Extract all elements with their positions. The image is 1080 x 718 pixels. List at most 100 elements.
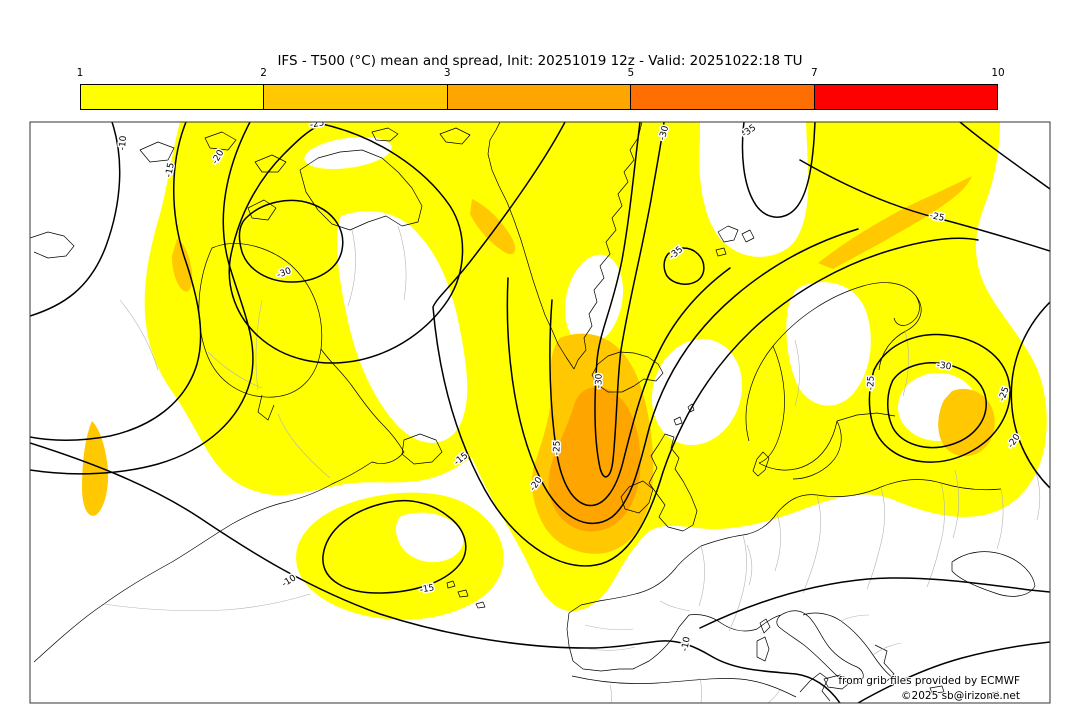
border-line xyxy=(659,600,691,612)
colorbar-tick: 1 xyxy=(76,67,84,79)
spread-region xyxy=(938,388,995,457)
coastline-labrador-us xyxy=(33,348,405,663)
contour-minus15-canada xyxy=(30,122,202,441)
spread-fill-level-3 xyxy=(548,386,641,532)
contour-label: -25 xyxy=(552,440,563,455)
contour-minus25-trough xyxy=(549,267,731,507)
colorbar-segment-5-to-7 xyxy=(631,85,815,109)
contour-label: -25 xyxy=(929,211,945,224)
border-line xyxy=(119,299,263,391)
coastline-greenland xyxy=(487,122,643,370)
border-line xyxy=(103,593,311,612)
colorbar-tick: 10 xyxy=(991,67,1005,79)
coastline-james-bay xyxy=(257,394,275,421)
coastline-arctic-island xyxy=(139,141,175,163)
colorbar-tick: 3 xyxy=(443,67,451,79)
border-line xyxy=(584,624,636,651)
contour-topright xyxy=(959,122,1050,190)
map-frame xyxy=(29,121,1051,704)
coastline-black-sea xyxy=(951,551,1036,597)
contour-minus10-canada xyxy=(30,122,121,317)
contour-minus15-azores xyxy=(322,499,467,594)
border-line xyxy=(926,482,945,588)
coastline-arctic-island xyxy=(371,127,399,142)
border-line xyxy=(609,677,781,703)
attribution-line1: from grib files provided by ECMWF xyxy=(838,675,1020,687)
spread-region xyxy=(82,421,109,516)
colorbar-segment-2-to-3 xyxy=(264,85,448,109)
contour-minus10-balkans xyxy=(699,577,1050,629)
coastline-sicily xyxy=(823,674,853,690)
low-spread-hole xyxy=(337,211,468,443)
border-line xyxy=(1034,469,1041,521)
coastline-italy xyxy=(756,610,864,685)
coastline-france-west xyxy=(568,545,702,614)
low-spread-hole xyxy=(395,512,464,563)
coastline-corsica-sardinia xyxy=(756,618,771,662)
colorbar-bar xyxy=(80,84,998,110)
border-line xyxy=(840,614,902,656)
contour-minus35-pocket xyxy=(663,247,705,285)
coastline-ireland xyxy=(620,480,654,514)
contour-minus10-southeast xyxy=(857,641,1050,703)
attribution-line2: ©2025 sb@irizone.net xyxy=(901,690,1020,702)
coastline-north-africa xyxy=(571,672,831,702)
contour-minus15-trough xyxy=(432,122,979,567)
coastline-bothnia xyxy=(758,345,785,464)
colorbar-tick: 5 xyxy=(627,67,635,79)
spread-region xyxy=(470,199,516,255)
colorbar-tick: 2 xyxy=(260,67,267,79)
contour-label: -10 xyxy=(680,636,692,652)
contour-label: -25 xyxy=(309,118,325,130)
colorbar-segment-3-to-5 xyxy=(447,85,632,109)
contour-minus30-greenland-iceland xyxy=(594,122,665,478)
contour-minus20-canada xyxy=(30,122,254,475)
border-line xyxy=(746,512,781,586)
contour-minus30-russia xyxy=(887,362,987,449)
coastline-arctic-island xyxy=(254,154,287,173)
coastline-iberia xyxy=(566,612,758,672)
coastline-newfoundland xyxy=(401,433,443,465)
coastline-scandinavia xyxy=(745,282,922,442)
colorbar-tick: 7 xyxy=(811,67,818,79)
contour-minus35-dip xyxy=(741,122,816,218)
border-line xyxy=(698,545,705,607)
page-title: IFS - T500 (°C) mean and spread, Init: 2… xyxy=(277,53,803,69)
coastline-great-britain xyxy=(648,433,698,532)
contour-minus30-canada xyxy=(238,199,344,283)
coastline-baffin xyxy=(299,149,423,231)
contour-minus20-trough xyxy=(506,228,859,525)
contour-label: -15 xyxy=(164,162,177,178)
border-line xyxy=(728,534,747,632)
low-spread-hole xyxy=(786,282,871,406)
coastline-arctic-island xyxy=(439,127,471,145)
contour-minus25-diagonal xyxy=(799,159,1050,252)
border-line xyxy=(996,488,1004,550)
contour-label: -30 xyxy=(594,373,605,388)
coastline-white-sea xyxy=(893,295,920,326)
coastline-arctic-island xyxy=(204,131,237,151)
border-line xyxy=(802,494,821,594)
colorbar-segment-7-to-10 xyxy=(814,85,998,109)
coastlines xyxy=(30,122,1036,702)
contour-minus25-canada xyxy=(228,123,464,364)
coastline-adriatic-balkans xyxy=(802,612,894,679)
contour-label: -10 xyxy=(118,135,129,151)
coastline-denmark xyxy=(752,451,770,477)
coastline-svalbard xyxy=(715,225,755,257)
contour-minus20-russia xyxy=(1010,301,1050,489)
coastline-crete-cyprus xyxy=(929,685,1001,699)
coastline-arctic-island xyxy=(247,199,277,221)
colorbar-segment-1-to-2 xyxy=(81,85,265,109)
contour-label: -30 xyxy=(936,361,952,373)
contour-minus10-south xyxy=(30,442,841,703)
low-spread-hole xyxy=(304,136,392,170)
low-spread-hole xyxy=(699,122,809,257)
coastline-azores xyxy=(446,580,486,609)
contour-label: -15 xyxy=(419,583,435,595)
coastline-baltic xyxy=(758,412,896,480)
coastline-iceland xyxy=(591,351,664,393)
contour-label: -25 xyxy=(866,375,877,390)
